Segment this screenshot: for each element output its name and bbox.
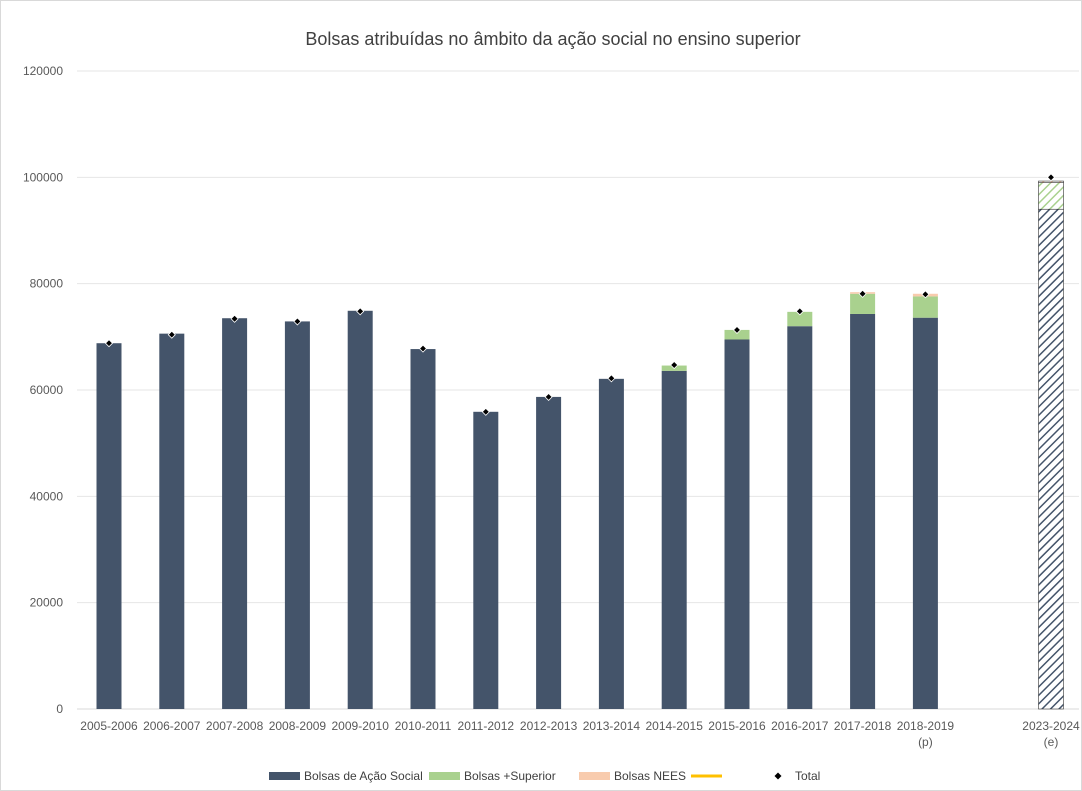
- x-tick-label: 2015-2016: [708, 719, 766, 733]
- x-tick-label: 2009-2010: [332, 719, 390, 733]
- total-marker: [104, 339, 114, 348]
- x-tick-label: 2013-2014: [583, 719, 641, 733]
- bar-segment: [159, 333, 185, 709]
- total-marker: [356, 307, 365, 316]
- bar-segment: [598, 378, 624, 709]
- bar-segment: [787, 311, 813, 327]
- y-tick-label: 0: [56, 702, 63, 716]
- x-tick-label: 2014-2015: [646, 719, 704, 733]
- bar-segment: [284, 321, 310, 709]
- total-marker: [732, 325, 742, 334]
- bar-segment: [724, 339, 750, 709]
- bar-segment: [1038, 182, 1064, 210]
- legend-label: Bolsas NEES: [614, 769, 686, 783]
- bar-segment: [661, 370, 687, 709]
- bar-segment: [912, 296, 938, 318]
- total-marker: [670, 360, 679, 370]
- y-tick-label: 80000: [30, 277, 64, 291]
- y-tick-label: 100000: [23, 170, 63, 184]
- total-marker: [921, 290, 930, 299]
- bar-segment: [787, 326, 813, 709]
- x-tick-label: 2011-2012: [458, 719, 515, 733]
- x-tick-label: 2017-2018: [834, 719, 892, 733]
- x-tick-label: 2008-2009: [269, 719, 327, 733]
- bar-segment: [347, 310, 373, 709]
- x-tick-label: 2010-2011: [395, 719, 452, 733]
- x-tick-label: 2006-2007: [143, 719, 201, 733]
- chart-title: Bolsas atribuídas no âmbito da ação soci…: [305, 29, 800, 49]
- y-tick-label: 120000: [23, 64, 63, 78]
- x-tick-label: 2018-2019: [897, 719, 955, 733]
- bar-segment: [222, 318, 248, 709]
- bar-segment: [850, 313, 876, 709]
- legend-label: Bolsas de Ação Social: [304, 769, 423, 783]
- bar-segment: [96, 343, 122, 709]
- legend-swatch: [579, 772, 610, 780]
- y-tick-label: 60000: [30, 383, 64, 397]
- legend-swatch: [269, 772, 300, 780]
- x-tick-label: 2023-2024: [1022, 719, 1080, 733]
- legend-swatch: [429, 772, 460, 780]
- x-tick-label: (p): [918, 735, 933, 749]
- bar-segment: [536, 396, 562, 709]
- total-marker: [607, 374, 616, 383]
- total-marker: [544, 392, 553, 401]
- total-markers: [104, 173, 1056, 416]
- total-marker: [418, 344, 428, 353]
- legend-label: Total: [795, 769, 820, 783]
- x-tick-label: (e): [1044, 735, 1059, 749]
- legend-label: Bolsas +Superior: [464, 769, 556, 783]
- y-tick-label: 40000: [30, 489, 64, 503]
- bar-segment: [473, 411, 499, 709]
- x-tick-label: 2012-2013: [520, 719, 578, 733]
- legend-swatch: [774, 772, 782, 780]
- legend: Bolsas de Ação Social Bolsas +Superior Bol…: [269, 769, 820, 783]
- bar-segment: [850, 293, 876, 314]
- total-marker: [481, 407, 490, 416]
- y-axis: 0 20000 40000 60000 80000 100000 120000: [23, 64, 63, 716]
- bar-segment: [724, 329, 750, 340]
- total-marker: [167, 330, 176, 339]
- total-marker: [1046, 173, 1056, 182]
- total-marker: [795, 307, 804, 316]
- x-tick-label: 2016-2017: [771, 719, 829, 733]
- bar-segment: [912, 317, 938, 709]
- total-marker: [230, 314, 239, 323]
- bar-segment: [410, 349, 436, 709]
- bar-segment: [1038, 208, 1064, 710]
- total-marker: [293, 317, 302, 326]
- x-tick-label: 2007-2008: [206, 719, 264, 733]
- x-tick-label: 2005-2006: [80, 719, 138, 733]
- y-tick-label: 20000: [30, 596, 64, 610]
- x-axis: 2005-2006 2006-2007 2007-2008 2008-2009 2009…: [80, 719, 1080, 749]
- total-marker: [858, 289, 867, 298]
- bars: [96, 180, 1064, 710]
